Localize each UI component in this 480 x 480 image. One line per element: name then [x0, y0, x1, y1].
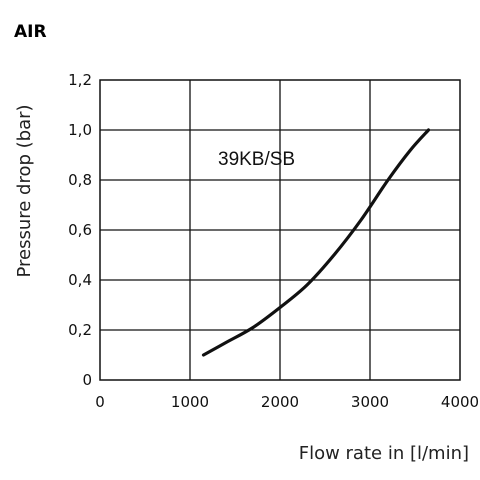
x-tick-label: 1000	[171, 393, 209, 411]
y-tick-label: 1,2	[68, 71, 92, 89]
series-label: 39KB/SB	[218, 149, 295, 170]
y-tick-label: 0,8	[68, 171, 92, 189]
x-axis-label: Flow rate in [l/min]	[299, 443, 469, 464]
x-tick-label: 0	[95, 393, 105, 411]
chart-title: AIR	[14, 22, 47, 42]
y-tick-label: 1,0	[68, 121, 92, 139]
plot-frame	[99, 79, 461, 381]
y-tick-label: 0,2	[68, 321, 92, 339]
y-tick-label: 0,6	[68, 221, 92, 239]
series-line-39kb-sb	[201, 128, 431, 357]
y-tick-label: 0	[82, 371, 92, 389]
y-axis-label: Pressure drop (bar)	[14, 104, 35, 277]
grid	[100, 80, 460, 380]
x-tick-label: 3000	[351, 393, 389, 411]
x-tick-label: 2000	[261, 393, 299, 411]
x-tick-label: 4000	[441, 393, 479, 411]
y-tick-label: 0,4	[68, 271, 92, 289]
